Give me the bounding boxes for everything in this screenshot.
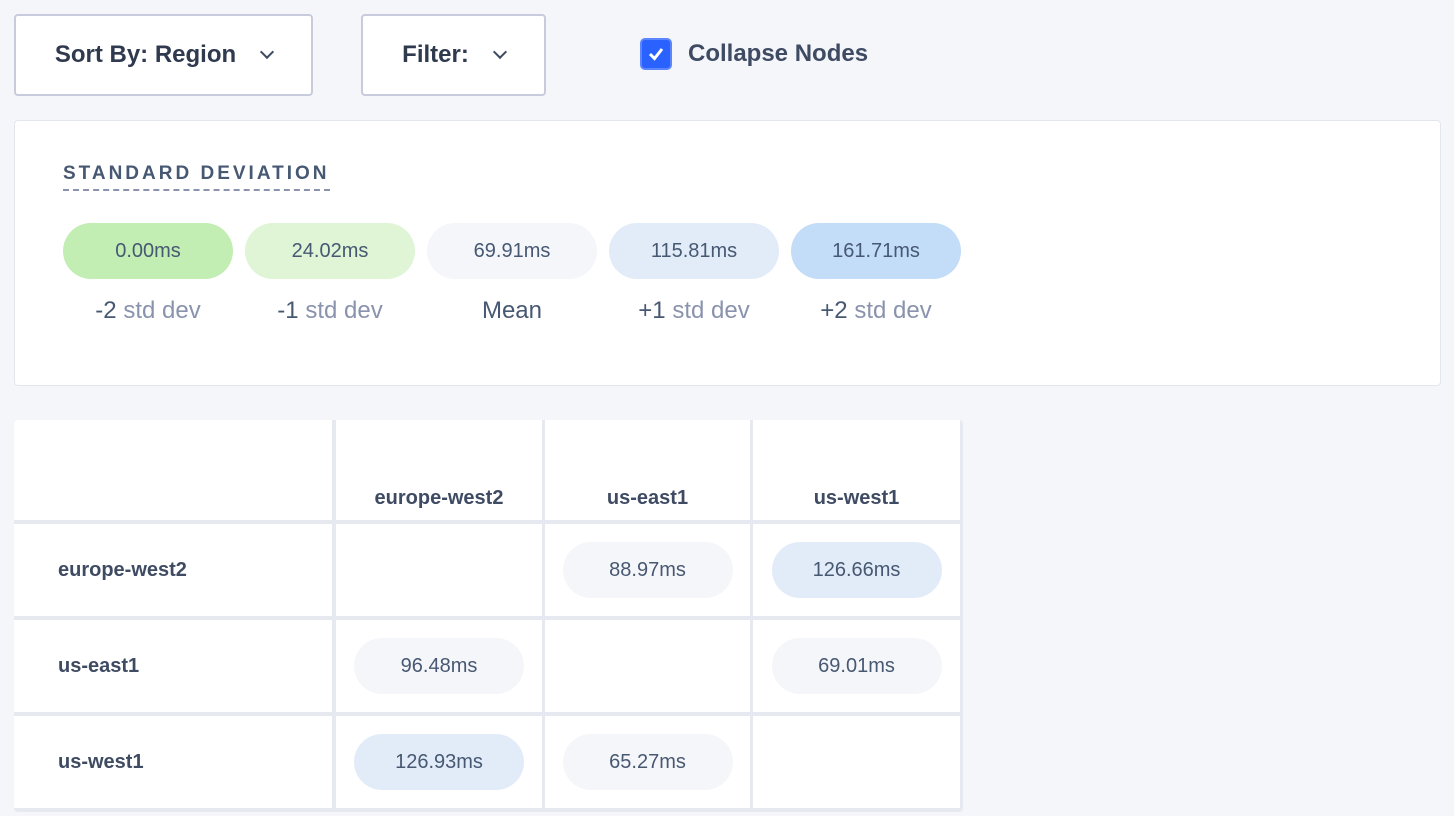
legend-label-prefix: -2 [95,297,117,324]
latency-pill: 69.01ms [771,638,942,694]
standard-deviation-legend: STANDARD DEVIATION 0.00ms -2 std dev 24.02… [14,120,1441,386]
matrix-cell: 96.48ms [336,620,542,712]
chevron-down-icon [492,44,507,60]
legend-label: -1 std dev [245,297,415,325]
matrix-cell [545,620,750,712]
latency-matrix: europe-west2 us-east1 us-west1 europe-west2… [14,420,963,812]
legend-label-suffix: std dev [305,297,383,324]
latency-pill: 65.27ms [562,734,733,790]
legend-label: Mean [427,297,597,325]
legend-label-suffix: std dev [672,297,750,324]
matrix-cell [336,524,542,616]
sort-by-label: Sort By: Region [54,41,237,68]
legend-label-prefix: Mean [481,297,543,324]
matrix-cell: 126.66ms [753,524,960,616]
row-header: europe-west2 [14,524,332,616]
legend-label-suffix: std dev [854,297,932,324]
checkmark-icon [648,48,664,61]
latency-pill: 126.93ms [354,734,524,790]
matrix-cell: 88.97ms [545,524,750,616]
legend-label: +2 std dev [791,297,961,325]
legend-label: +1 std dev [609,297,779,325]
legend-label-suffix: std dev [123,297,201,324]
row-header: us-east1 [14,620,332,712]
matrix-cell: 69.01ms [753,620,960,712]
column-header: us-east1 [545,420,750,520]
legend-label-prefix: +1 [638,297,666,324]
row-header: us-west1 [14,716,332,808]
header-corner [14,420,332,520]
collapse-nodes-checkbox[interactable] [640,38,672,70]
legend-label: -2 std dev [63,297,233,325]
matrix-cell [753,716,960,808]
matrix-cell: 126.93ms [336,716,542,808]
filter-dropdown[interactable]: Filter: [361,14,546,96]
legend-pill: 115.81ms [609,223,779,279]
sort-by-dropdown[interactable]: Sort By: Region [14,14,313,96]
column-header: us-west1 [753,420,960,520]
latency-pill: 126.66ms [771,542,942,598]
legend-pill: 69.91ms [427,223,597,279]
matrix-cell: 65.27ms [545,716,750,808]
column-header: europe-west2 [336,420,542,520]
filter-label: Filter: [402,41,469,68]
collapse-nodes-label[interactable]: Collapse Nodes [688,40,869,67]
legend-label-prefix: +2 [820,297,848,324]
chevron-down-icon [260,44,275,60]
legend-pill: 0.00ms [63,223,233,279]
legend-pill: 161.71ms [791,223,961,279]
latency-pill: 88.97ms [562,542,733,598]
legend-pill: 24.02ms [245,223,415,279]
legend-label-prefix: -1 [277,297,299,324]
latency-pill: 96.48ms [354,638,524,694]
legend-title: STANDARD DEVIATION [63,163,330,191]
